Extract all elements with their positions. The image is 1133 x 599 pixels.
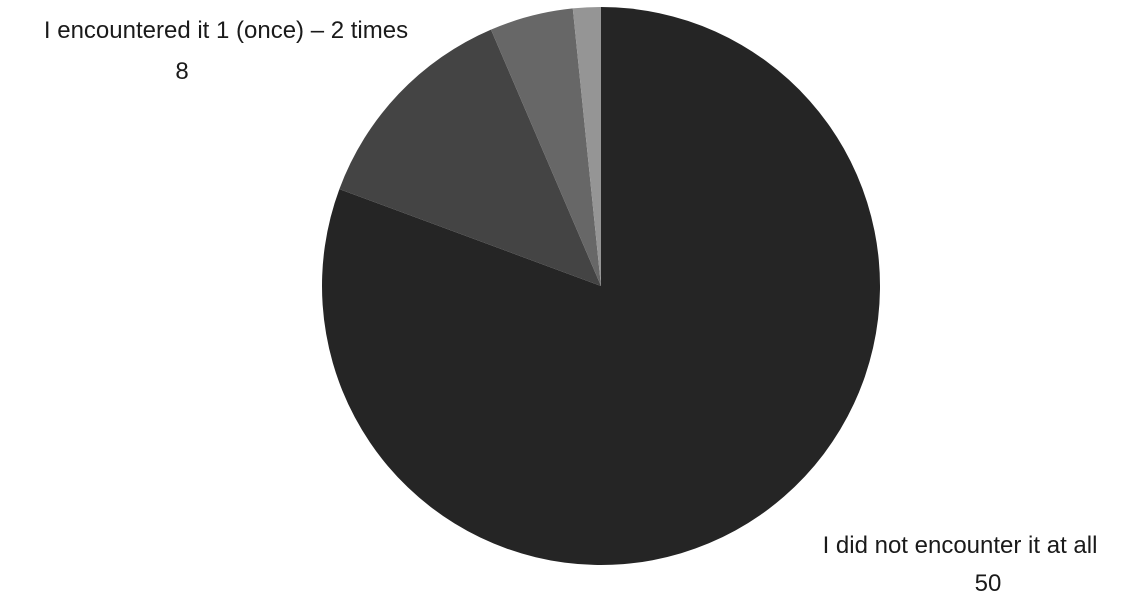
data-label-value: 8	[175, 58, 188, 85]
pie-slices	[322, 6, 881, 565]
pie-slice-4	[572, 6, 601, 286]
data-label-did-not-encounter: I did not encounter it at all 50	[823, 532, 1098, 597]
pie-slice-1	[322, 7, 881, 565]
data-label-encountered-1-2-times: I encountered it 1 (once) – 2 times 8	[44, 17, 408, 85]
pie-slice-3	[490, 8, 601, 287]
pie-slice-2	[339, 29, 601, 287]
data-label-category: I did not encounter it at all	[823, 532, 1098, 559]
data-label-value: 50	[975, 570, 1002, 597]
data-label-category: I encountered it 1 (once) – 2 times	[44, 17, 408, 44]
